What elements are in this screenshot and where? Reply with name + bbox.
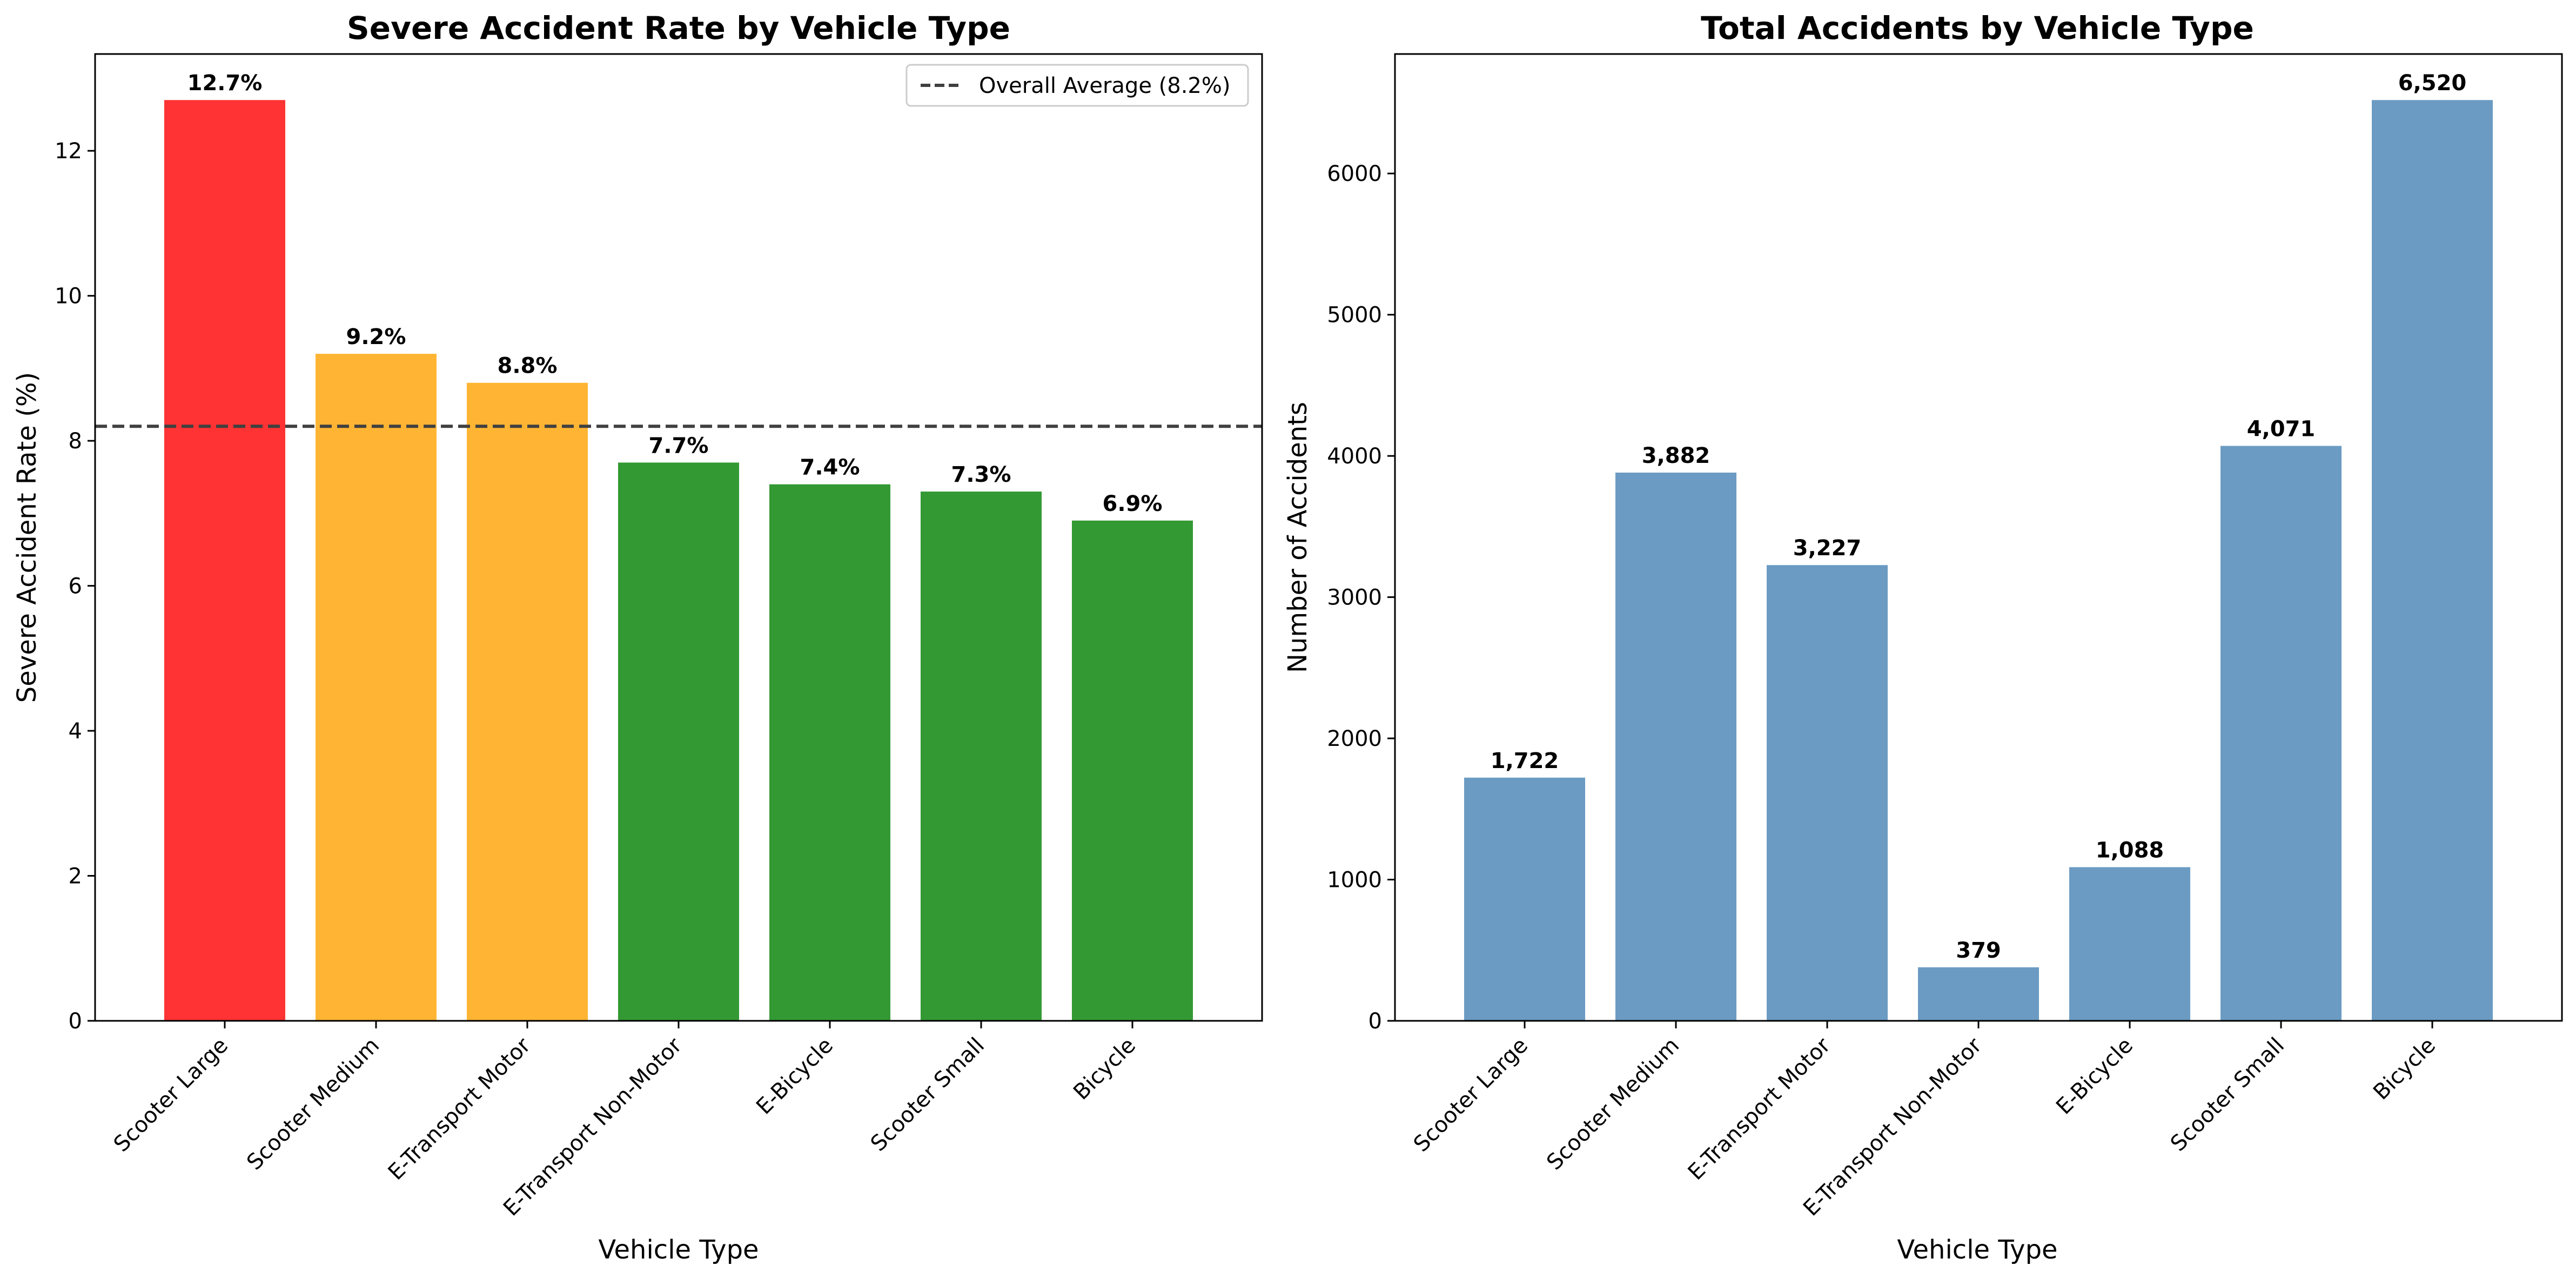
- data-label: 6.9%: [1103, 492, 1163, 516]
- data-label: 8.8%: [498, 354, 558, 379]
- total-chart-y-axis-label: Number of Accidents: [1283, 402, 1313, 673]
- rate-chart-y-axis: 0 2 4 6 8 10 12: [55, 139, 95, 1034]
- bar: [1918, 967, 2039, 1021]
- bar: [769, 484, 890, 1021]
- rate-chart-title: Severe Accident Rate by Vehicle Type: [347, 10, 1010, 46]
- data-label: 1,088: [2096, 838, 2164, 863]
- data-label: 9.2%: [346, 325, 406, 349]
- y-tick-label: 2000: [1327, 726, 1382, 751]
- bar: [1767, 565, 1888, 1021]
- bar: [921, 492, 1042, 1021]
- y-tick-label: 8: [69, 429, 82, 454]
- data-label: 7.4%: [800, 455, 860, 480]
- total-chart-bars: 1,722 3,882 3,227 379 1,088 4,071 6,520: [1464, 71, 2493, 1021]
- rate-chart-bars: 12.7% 9.2% 8.8% 7.7% 7.4% 7.3% 6.9%: [164, 71, 1193, 1021]
- data-label: 7.7%: [649, 433, 709, 458]
- y-tick-label: 2: [69, 864, 82, 889]
- y-tick-label: 10: [55, 284, 82, 309]
- bar: [467, 382, 588, 1021]
- data-label: 1,722: [1491, 749, 1559, 773]
- y-tick-label: 4000: [1327, 444, 1382, 469]
- data-label: 12.7%: [187, 71, 263, 96]
- bar: [164, 100, 285, 1021]
- y-tick-label: 6: [69, 574, 82, 599]
- bar: [618, 462, 739, 1021]
- bar: [2069, 867, 2190, 1021]
- total-chart-title: Total Accidents by Vehicle Type: [1701, 10, 2254, 46]
- y-tick-label: 6000: [1327, 161, 1382, 186]
- y-tick-label: 1000: [1327, 868, 1382, 893]
- legend-entry: Overall Average (8.2%): [979, 73, 1230, 98]
- data-label: 3,882: [1642, 443, 1710, 468]
- bar: [316, 354, 437, 1021]
- total-chart-y-axis: 0 1000 2000 3000 4000 5000 6000: [1327, 161, 1395, 1034]
- y-tick-label: 5000: [1327, 303, 1382, 328]
- y-tick-label: 3000: [1327, 585, 1382, 610]
- bar: [2221, 446, 2342, 1021]
- bar: [2372, 100, 2493, 1021]
- data-label: 3,227: [1793, 536, 1862, 561]
- data-label: 7.3%: [951, 462, 1011, 487]
- data-label: 379: [1956, 938, 2001, 963]
- rate-chart-y-axis-label: Severe Accident Rate (%): [12, 372, 42, 703]
- rate-chart-legend: Overall Average (8.2%): [905, 64, 1249, 107]
- y-tick-label: 12: [55, 139, 82, 164]
- data-label: 6,520: [2398, 71, 2467, 96]
- y-tick-label: 0: [69, 1009, 82, 1034]
- bar: [1615, 472, 1736, 1021]
- bar: [1464, 777, 1585, 1021]
- total-chart-x-axis-label: Vehicle Type: [1897, 1235, 2057, 1265]
- bar: [1072, 520, 1193, 1021]
- data-label: 4,071: [2247, 417, 2316, 442]
- y-tick-label: 4: [69, 719, 82, 744]
- rate-chart-x-axis-label: Vehicle Type: [598, 1235, 759, 1265]
- legend-box: [905, 64, 1249, 107]
- y-tick-label: 0: [1369, 1009, 1382, 1034]
